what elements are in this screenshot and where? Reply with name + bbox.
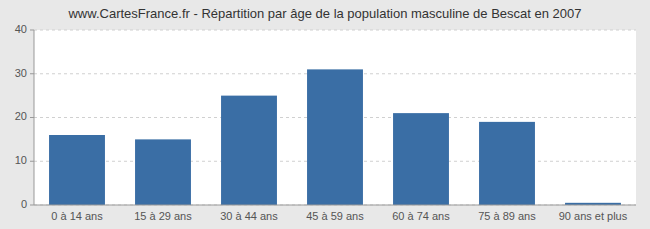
bar [135,139,191,205]
bars [49,69,621,205]
bar [49,135,105,205]
bar [393,113,449,205]
chart: 0 10 20 30 40 0 à 14 ans 15 à 29 ans 30 à 44 an… [0,0,650,229]
x-tick-label: 30 à 44 ans [220,210,278,222]
y-tick-label: 0 [21,198,27,210]
y-tick-label: 20 [15,110,27,122]
grid [34,30,636,205]
x-tick-label: 15 à 29 ans [134,210,192,222]
x-tick-label: 60 à 74 ans [392,210,450,222]
grid-line [34,30,636,31]
y-tick [30,30,34,31]
bar [221,96,277,205]
y-tick [30,205,34,206]
x-tick-label: 45 à 59 ans [306,210,364,222]
y-tick-label: 40 [15,23,27,35]
y-tick [30,161,34,162]
bar [479,122,535,205]
y-tick [30,117,34,118]
y-tick [30,73,34,74]
y-tick-label: 10 [15,154,27,166]
x-tick-label: 0 à 14 ans [51,210,103,222]
grid-line [34,205,636,206]
title: www.CartesFrance.fr - Répartition par âg… [67,6,581,21]
y-axis-line [34,30,35,205]
plot-background [34,30,636,205]
x-axis-line [34,205,636,206]
x-tick-label: 75 à 89 ans [478,210,536,222]
bar [307,69,363,205]
y-tick-label: 30 [15,67,27,79]
y-axis: 0 10 20 30 40 [15,23,34,210]
x-axis: 0 à 14 ans 15 à 29 ans 30 à 44 ans 45 à 59 … [34,205,636,222]
x-tick-label: 90 ans et plus [559,210,628,222]
page: {"chart_data": {"type": "bar", "title": … [0,0,650,229]
